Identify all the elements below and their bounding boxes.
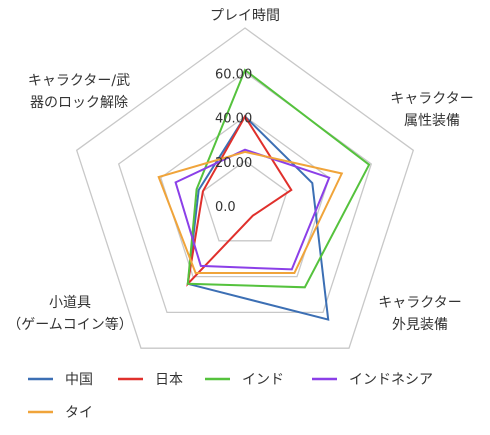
series-line-3 bbox=[174, 148, 331, 271]
axis-label: キャラクター/武器のロック解除 bbox=[28, 73, 130, 111]
axis-label-line: キャラクター bbox=[390, 91, 473, 107]
legend-label: 中国 bbox=[65, 372, 93, 388]
series-layer bbox=[157, 68, 371, 321]
legend-item: インドネシア bbox=[312, 372, 433, 388]
axis-label-line: プレイ時間 bbox=[210, 8, 280, 24]
grid-ring-4 bbox=[75, 27, 415, 349]
legend-label: タイ bbox=[65, 405, 93, 421]
series-line-0 bbox=[186, 114, 330, 321]
axis-label-line: 器のロック解除 bbox=[30, 95, 128, 111]
tick-label: 40.00 bbox=[215, 112, 252, 127]
legend-item: 日本 bbox=[118, 372, 183, 388]
tick-label-layer: 0.0 20.00 40.00 60.00 bbox=[215, 67, 252, 215]
axis-label: キャラクター属性装備 bbox=[390, 91, 473, 129]
axis-label-line: 小道具 bbox=[49, 295, 91, 311]
axis-label-line: キャラクター/武 bbox=[28, 73, 130, 89]
tick-label: 0.0 bbox=[215, 200, 236, 215]
axis-label: キャラクター外見装備 bbox=[378, 295, 461, 333]
series-line-4 bbox=[157, 150, 344, 274]
legend-label: インド bbox=[242, 372, 284, 388]
legend-item: タイ bbox=[28, 405, 93, 421]
axis-label-line: 属性装備 bbox=[404, 113, 460, 129]
tick-label: 60.00 bbox=[215, 67, 252, 82]
axis-label-line: 外見装備 bbox=[392, 317, 448, 333]
axis-label: 小道具 （ゲームコイン等） bbox=[7, 295, 133, 333]
axis-label-layer: プレイ時間キャラクター属性装備キャラクター外見装備小道具（ゲームコイン等）キャラ… bbox=[7, 8, 474, 333]
legend-label: インドネシア bbox=[349, 372, 433, 388]
grid-ring-3 bbox=[117, 71, 373, 314]
tick-label: 20.00 bbox=[215, 156, 252, 171]
axis-label-line: キャラクター bbox=[378, 295, 461, 311]
series-line-1 bbox=[186, 114, 293, 287]
legend-label: 日本 bbox=[155, 372, 183, 388]
axis-label-line: （ゲームコイン等） bbox=[7, 316, 133, 333]
axis-label: プレイ時間 bbox=[210, 8, 280, 24]
grid-ring-1 bbox=[202, 159, 288, 242]
legend-item: インド bbox=[205, 372, 284, 388]
legend-item: 中国 bbox=[28, 372, 93, 388]
